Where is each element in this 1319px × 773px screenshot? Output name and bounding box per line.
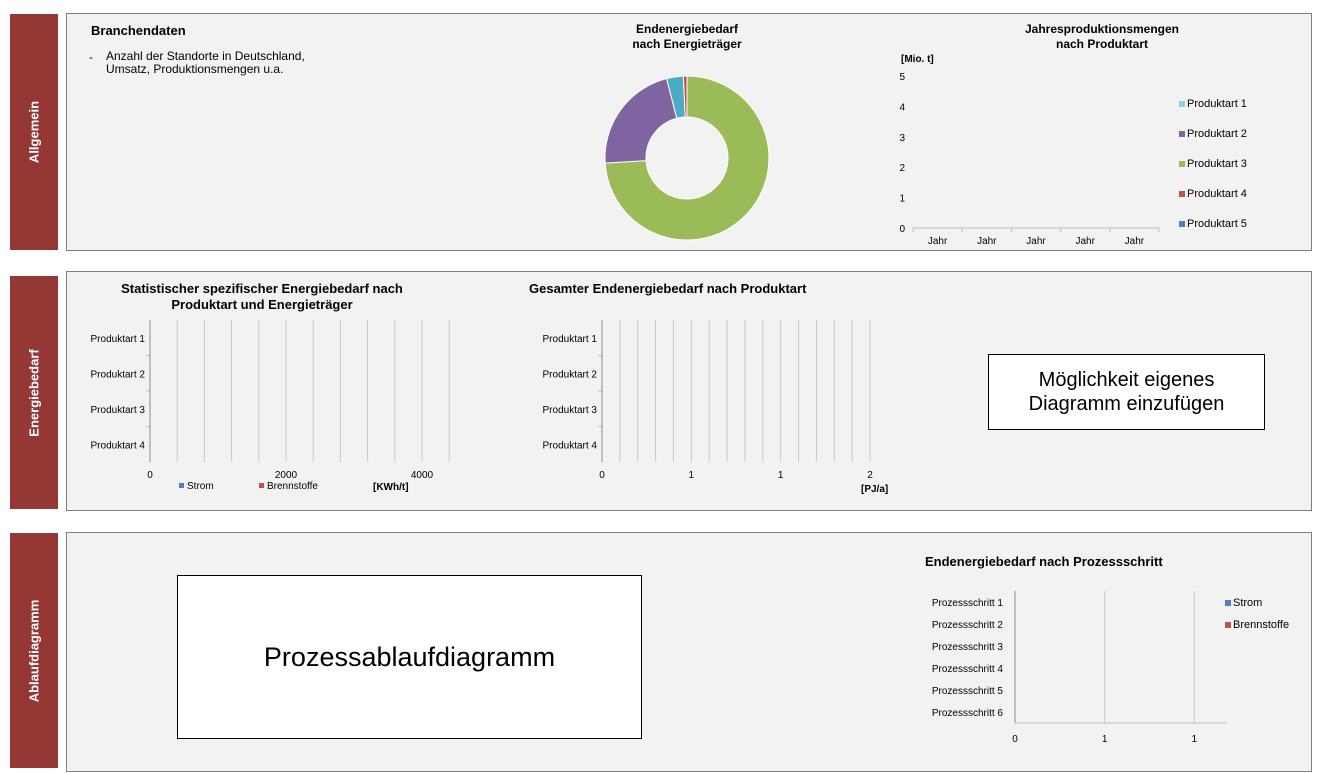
legend-label: Strom bbox=[1233, 597, 1263, 609]
legend-label: Produktart 4 bbox=[1187, 188, 1247, 200]
section-tab-flow: Ablaufdiagramm bbox=[10, 533, 58, 768]
x-tick-label: 1 bbox=[1192, 734, 1198, 745]
legend-swatch bbox=[1179, 131, 1185, 138]
process-diagram-label: Prozessablaufdiagramm bbox=[263, 641, 556, 672]
legend-label: Produktart 3 bbox=[1187, 158, 1247, 170]
x-tick-label: Jahr bbox=[977, 236, 997, 247]
y-tick-label: 1 bbox=[899, 194, 905, 205]
section-tab-general: Allgemein bbox=[10, 14, 58, 250]
legend-label: Brennstoffe bbox=[267, 481, 318, 492]
section-label: Energiebedarf bbox=[26, 348, 42, 437]
y-tick-label: 3 bbox=[899, 133, 905, 144]
x-tick-label: 2 bbox=[867, 470, 873, 481]
total-energy-chart: Produktart 1 Produktart 2 Produktart 3 Prod… bbox=[543, 320, 888, 495]
donut-chart bbox=[604, 75, 770, 241]
legend-swatch bbox=[179, 483, 184, 488]
y-tick-label: 0 bbox=[899, 224, 905, 235]
category-label: Prozessschritt 4 bbox=[932, 664, 1004, 675]
total-chart-title: Gesamter Endenergiebedarf nach Produktar… bbox=[529, 281, 807, 296]
legend-swatch bbox=[1225, 622, 1231, 629]
donut-chart-title: Endenergiebedarf nach Energieträger bbox=[632, 22, 742, 51]
industry-data-title: Branchendaten bbox=[91, 23, 186, 38]
category-label: Produktart 3 bbox=[91, 405, 146, 416]
section-label: Allgemein bbox=[26, 100, 42, 164]
legend-swatch bbox=[1179, 221, 1185, 228]
x-tick-label: Jahr bbox=[928, 236, 948, 247]
legend-label: Produktart 5 bbox=[1187, 218, 1247, 230]
legend-label: Strom bbox=[187, 481, 214, 492]
x-tick-label: Jahr bbox=[1075, 236, 1095, 247]
legend-swatch bbox=[1179, 101, 1185, 108]
x-tick-label: 1 bbox=[1102, 734, 1108, 745]
y-tick-label: 5 bbox=[899, 72, 905, 83]
section-label: Ablaufdiagramm bbox=[26, 599, 42, 702]
industry-data-bullet: Anzahl der Standorte in Deutschland, Ums… bbox=[106, 49, 305, 76]
category-label: Prozessschritt 3 bbox=[932, 642, 1004, 653]
category-label: Produktart 2 bbox=[543, 369, 598, 380]
category-label: Prozessschritt 5 bbox=[932, 686, 1004, 697]
x-tick-label: 0 bbox=[1012, 734, 1018, 745]
x-tick-label: 1 bbox=[778, 470, 784, 481]
legend-item: Produktart 3 bbox=[1179, 158, 1247, 188]
legend-item: Produktart 1 bbox=[1179, 98, 1247, 128]
annual-chart: 0 1 2 3 4 5 Jahr Jahr Jahr Jahr Jahr bbox=[899, 72, 1160, 247]
x-tick-label: 2000 bbox=[275, 470, 298, 481]
specific-energy-chart: Produktart 1 Produktart 2 Produktart 3 Prod… bbox=[91, 320, 450, 493]
custom-chart-placeholder[interactable]: Möglichkeit eigenes Diagramm einzufügen bbox=[988, 354, 1265, 430]
category-label: Prozessschritt 6 bbox=[932, 708, 1004, 719]
legend-item: Strom bbox=[1225, 597, 1289, 619]
legend-item: Produktart 4 bbox=[1179, 188, 1247, 218]
category-label: Produktart 2 bbox=[91, 369, 146, 380]
x-tick-label: Jahr bbox=[1026, 236, 1046, 247]
x-axis-unit: [PJ/a] bbox=[861, 484, 888, 495]
legend-swatch bbox=[1179, 191, 1185, 198]
bullet-dash: - bbox=[89, 50, 93, 64]
legend-swatch bbox=[1225, 600, 1231, 607]
donut-slice bbox=[604, 75, 770, 241]
annual-legend: Produktart 1 Produktart 2 Produktart 3 Prod… bbox=[1179, 98, 1247, 248]
x-tick-label: Jahr bbox=[1125, 236, 1145, 247]
donut-slice bbox=[682, 75, 688, 118]
general-panel: Branchendaten - Anzahl der Standorte in … bbox=[66, 13, 1312, 251]
x-tick-label: 1 bbox=[689, 470, 695, 481]
category-label: Produktart 3 bbox=[543, 405, 598, 416]
category-label: Produktart 1 bbox=[91, 334, 146, 345]
legend-label: Brennstoffe bbox=[1233, 619, 1290, 631]
y-tick-label: 2 bbox=[899, 163, 905, 174]
legend-label: Produktart 2 bbox=[1187, 128, 1247, 140]
category-label: Prozessschritt 2 bbox=[932, 620, 1004, 631]
category-label: Produktart 1 bbox=[543, 334, 598, 345]
legend-item: Produktart 2 bbox=[1179, 128, 1247, 158]
x-tick-label: 4000 bbox=[411, 470, 434, 481]
legend-item: Brennstoffe bbox=[1225, 619, 1289, 641]
legend-swatch bbox=[259, 483, 264, 488]
section-tab-energy: Energiebedarf bbox=[10, 276, 58, 509]
x-tick-label: 0 bbox=[147, 470, 153, 481]
flow-panel: Prozessablaufdiagramm Endenergiebedarf n… bbox=[66, 532, 1312, 772]
legend-swatch bbox=[1179, 161, 1185, 168]
annual-y-unit: [Mio. t] bbox=[901, 54, 934, 65]
process-energy-chart: Prozessschritt 1 Prozessschritt 2 Prozesss… bbox=[932, 591, 1227, 745]
category-label: Produktart 4 bbox=[91, 440, 146, 451]
donut-slice bbox=[604, 77, 678, 164]
energy-panel: Statistischer spezifischer Energiebedarf… bbox=[66, 271, 1312, 511]
legend-label: Produktart 1 bbox=[1187, 98, 1247, 110]
process-diagram-box[interactable]: Prozessablaufdiagramm bbox=[177, 575, 642, 739]
legend-item: Produktart 5 bbox=[1179, 218, 1247, 248]
x-axis-unit: [KWh/t] bbox=[373, 482, 409, 493]
specific-chart-title: Statistischer spezifischer Energiebedarf… bbox=[121, 281, 403, 312]
category-label: Produktart 4 bbox=[543, 440, 598, 451]
process-chart-title: Endenergiebedarf nach Prozessschritt bbox=[925, 554, 1163, 569]
y-tick-label: 4 bbox=[899, 102, 905, 113]
process-legend: Strom Brennstoffe bbox=[1225, 597, 1289, 641]
category-label: Prozessschritt 1 bbox=[932, 598, 1004, 609]
x-tick-label: 0 bbox=[599, 470, 605, 481]
annual-chart-title: Jahresproduktionsmengen nach Produktart bbox=[1024, 22, 1180, 51]
